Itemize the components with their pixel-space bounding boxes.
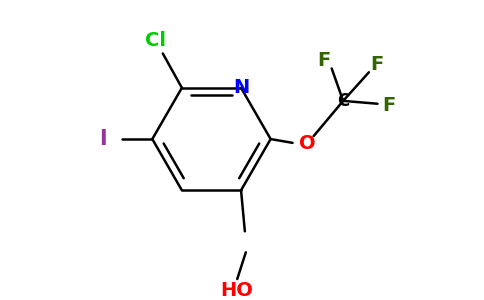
Text: F: F bbox=[318, 51, 331, 70]
Text: N: N bbox=[233, 78, 249, 97]
Text: C: C bbox=[337, 92, 349, 110]
Text: HO: HO bbox=[220, 281, 253, 300]
Text: F: F bbox=[382, 96, 395, 115]
Text: O: O bbox=[299, 134, 315, 153]
Text: I: I bbox=[99, 129, 106, 149]
Text: Cl: Cl bbox=[145, 31, 166, 50]
Text: F: F bbox=[370, 55, 383, 74]
